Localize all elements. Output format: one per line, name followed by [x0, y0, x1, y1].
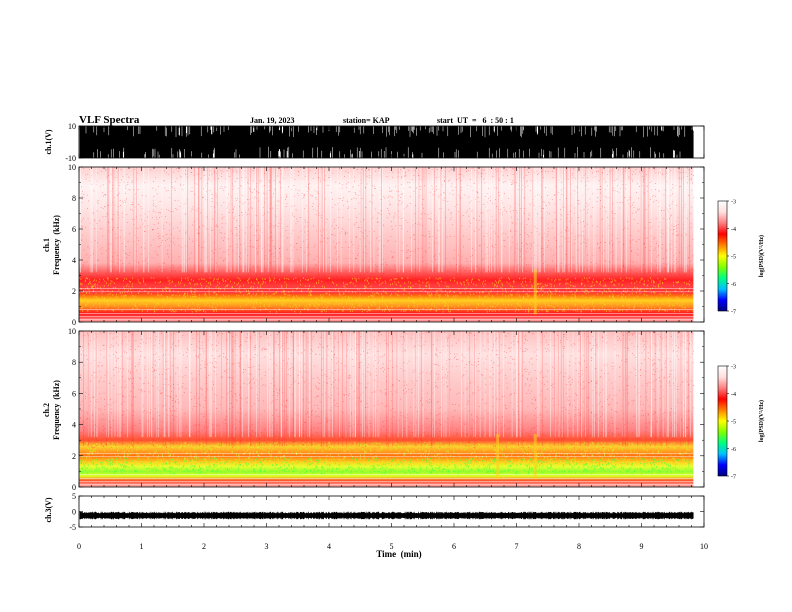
- ch2-freq-label-channel: ch.2: [42, 403, 51, 417]
- ch1-spectrogram-ytick-label: 6: [72, 225, 76, 234]
- ch1-spectrogram-sferics: [79, 167, 687, 273]
- ch3-waveform-panel: 5 0 -5 0 1 2 3 4 5 6 7 8 9 10: [69, 492, 708, 551]
- ch3-ytick-label: 5: [72, 492, 76, 501]
- ch1-spectrogram-panel: 0 2 4 6 8 10: [68, 163, 705, 327]
- ch2-spectrogram-ytick-label: 6: [72, 389, 76, 398]
- x-tick-label: 1: [140, 542, 144, 551]
- ch1-spectrogram-background: [79, 167, 694, 322]
- ch1-freq-label: Frequency (kHz): [52, 215, 61, 275]
- ch2-freq-label: Frequency (kHz): [52, 380, 61, 440]
- colorbar2-tick-label: -4: [731, 392, 736, 398]
- ch2-spectrogram-ytick-label: 2: [72, 452, 76, 461]
- colorbar2-tick-label: -3: [731, 365, 736, 371]
- x-tick-label: 5: [390, 542, 394, 551]
- ch3-ytick-label: 0: [72, 508, 76, 517]
- colorbar1-tick-label: -4: [731, 227, 736, 233]
- ch1-ytick-label: -10: [65, 154, 76, 163]
- x-tick-label: 8: [577, 542, 581, 551]
- x-tick-label: 7: [515, 542, 519, 551]
- ch3-voltage-label: ch.3(V): [44, 497, 53, 522]
- ch1-freq-label-channel: ch.1: [42, 238, 51, 252]
- colorbar1-scale: [717, 200, 728, 312]
- ch2-spectrogram-band-speckle: [78, 441, 694, 478]
- ch3-waveform-trace: [79, 511, 694, 520]
- colorbar2-tick-label: -5: [731, 420, 736, 426]
- ch3-ytick-label: -5: [69, 523, 76, 532]
- ch1-spectrogram-ytick-label: 10: [68, 163, 76, 172]
- ch1-spectrogram-burst: [533, 269, 537, 315]
- colorbars: -3 -4 -5 -6 -7 -3 -4 -5 -6 -7: [717, 200, 736, 481]
- colorbar1-tick-label: -5: [731, 255, 736, 261]
- ch1-spectrogram-ytick-label: 8: [72, 194, 76, 203]
- x-tick-label: 2: [202, 542, 206, 551]
- ch2-spectrogram-ytick-label: 10: [68, 327, 76, 336]
- x-tick-label: 6: [452, 542, 456, 551]
- ch1-voltage-label: ch.1(V): [44, 129, 53, 154]
- colorbar2-label: log(PSD)(V²/Hz): [758, 400, 765, 442]
- ch1-spectrogram-ytick-label: 2: [72, 287, 76, 296]
- ch1-spectrogram-band-speckle: [78, 277, 694, 313]
- chart-date: Jan. 19, 2023: [250, 116, 294, 125]
- colorbar1-label: log(PSD)(V²/Hz): [758, 235, 765, 277]
- x-axis-label: Time (min): [376, 549, 421, 559]
- ch2-spectrogram-ytick-label: 8: [72, 358, 76, 367]
- x-tick-label: 0: [77, 542, 81, 551]
- chart-station: station= KAP: [343, 116, 390, 125]
- colorbar1-tick-label: -7: [731, 310, 736, 316]
- chart-title: VLF Spectra: [79, 114, 140, 126]
- ch2-spectrogram-ytick-label: 4: [72, 421, 76, 430]
- colorbar2-tick-label: -6: [731, 447, 736, 453]
- ch2-spectrogram-burst: [533, 433, 537, 480]
- colorbar1-tick-label: -3: [731, 200, 736, 206]
- x-tick-label: 4: [327, 542, 331, 551]
- ch2-spectrogram-burst: [496, 433, 500, 480]
- chart-start-time: start UT = 6 : 50 : 1: [437, 116, 514, 125]
- ch1-ytick-label: 10: [68, 122, 76, 131]
- ch2-spectrogram-green-speckle: [79, 457, 690, 475]
- ch1-waveform-panel: 10 -10: [65, 122, 705, 163]
- ch1-spectrogram-ytick-label: 4: [72, 256, 76, 265]
- ch2-spectrogram-background: [79, 331, 694, 487]
- ch2-spectrogram-panel: 0 2 4 6 8 10: [68, 327, 705, 492]
- x-tick-label: 3: [265, 542, 269, 551]
- ch1-spectrogram-ytick-label: 0: [72, 318, 76, 327]
- colorbar1-tick-label: -6: [731, 282, 736, 288]
- colorbar2-scale: [717, 365, 728, 477]
- ch1-spectrogram-impulses: [107, 167, 690, 282]
- ch1-spectrogram-noise: [79, 166, 695, 284]
- ch2-spectrogram-sferics: [88, 331, 691, 438]
- x-tick-label: 9: [640, 542, 644, 551]
- x-tick-label: 10: [700, 542, 708, 551]
- ch1-waveform-trace: [79, 126, 694, 158]
- colorbar2-tick-label: -7: [731, 475, 736, 481]
- ch2-spectrogram-impulses: [83, 331, 689, 447]
- ch3-waveform-frame: [78, 495, 705, 528]
- ch2-spectrogram-ytick-label: 0: [72, 483, 76, 492]
